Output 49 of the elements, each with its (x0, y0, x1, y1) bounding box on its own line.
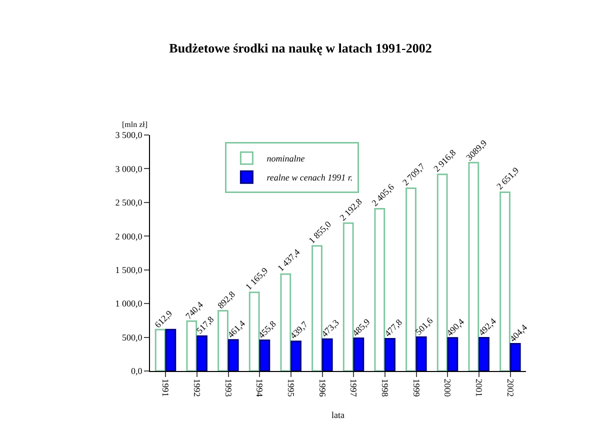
bar (436, 174, 448, 371)
bar (478, 337, 490, 371)
x-tick-label: 2000 (442, 378, 453, 398)
bar (196, 335, 208, 371)
bar (322, 338, 333, 371)
bar (416, 336, 427, 371)
bar (468, 162, 480, 371)
x-tick-label: 1994 (254, 378, 265, 398)
bar (406, 188, 416, 371)
bar (290, 340, 302, 371)
x-tick-label: 1995 (286, 378, 296, 398)
x-tick-label: 2002 (505, 378, 516, 397)
x-tick-label: 1992 (192, 378, 202, 397)
bar (280, 273, 292, 371)
bar (447, 337, 458, 371)
bar (312, 245, 322, 371)
y-tick-label: 1 500,0 (115, 265, 143, 276)
y-tick-label: 2 000,0 (115, 231, 143, 242)
y-tick-label: 3 500,0 (115, 130, 143, 140)
bar (154, 328, 166, 371)
y-tick-label: 3 000,0 (115, 164, 143, 174)
y-tick-label: 2 500,0 (115, 198, 143, 208)
bar (500, 191, 510, 371)
bar (248, 292, 260, 371)
bar (165, 328, 176, 371)
x-tick-label: 1999 (411, 378, 422, 398)
y-tick-label: 1 000,0 (115, 298, 143, 309)
bar (259, 340, 270, 371)
bar (218, 310, 228, 371)
bar (510, 342, 521, 371)
bar (186, 320, 198, 371)
chart-title: Budżetowe środki na naukę w latach 1991-2002 (169, 40, 432, 56)
x-axis-title: lata (332, 410, 344, 420)
bar (374, 208, 386, 371)
legend-label: nominalne (266, 154, 305, 164)
x-tick-label: 1996 (317, 378, 328, 398)
bar (353, 337, 364, 371)
y-axis-title: [mln zł] (122, 120, 148, 129)
x-tick-label: 2001 (474, 378, 484, 397)
legend-label: realne w cenach 1991 r. (266, 172, 353, 183)
y-tick-label: 500,0 (122, 332, 143, 342)
x-tick-label: 1991 (160, 378, 171, 397)
x-tick-label: 1997 (348, 378, 359, 398)
x-tick-label: 1993 (223, 378, 234, 398)
bar (342, 222, 354, 371)
y-tick-label: 0,0 (130, 366, 143, 376)
bar (384, 338, 396, 371)
bar (228, 339, 239, 371)
x-tick-label: 1998 (380, 378, 390, 398)
